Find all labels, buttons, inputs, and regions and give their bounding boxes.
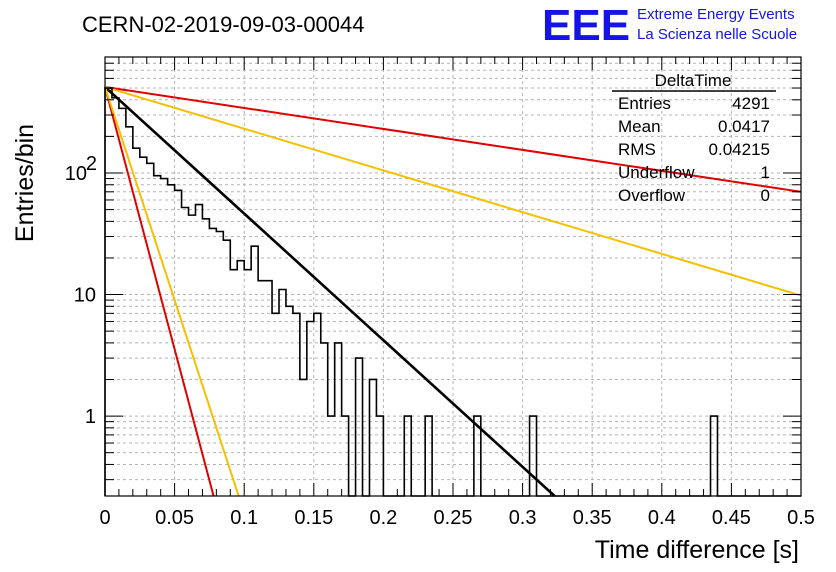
x-tick-label: 0.35 xyxy=(573,507,612,529)
y-axis-label: Entries/bin xyxy=(11,124,39,242)
logo-line-2: La Scienza nelle Scuole xyxy=(637,26,797,43)
eee-logo: EEE xyxy=(542,1,630,50)
x-tick-label: 0.4 xyxy=(648,507,676,529)
x-tick-label: 0.3 xyxy=(509,507,537,529)
fit-curve-4 xyxy=(104,86,240,497)
x-tick-label: 0.1 xyxy=(230,507,258,529)
x-axis-label: Time difference [s] xyxy=(595,536,799,564)
curves xyxy=(104,85,802,497)
run-title: CERN-02-2019-09-03-00044 xyxy=(82,12,365,37)
stats-mean-value: 0.0417 xyxy=(718,117,770,136)
stats-underflow-value: 1 xyxy=(761,163,770,182)
grid xyxy=(105,56,801,496)
stats-box: DeltaTime Entries 4291 Mean 0.0417 RMS 0… xyxy=(612,71,776,205)
x-tick-label: 0 xyxy=(99,507,110,529)
logo-line-1: Extreme Energy Events xyxy=(637,6,795,23)
fit-curve-0 xyxy=(104,86,556,497)
stats-entries-label: Entries xyxy=(618,94,671,113)
y-tick-exponent: 2 xyxy=(86,153,97,175)
stats-underflow-label: Underflow xyxy=(618,163,695,182)
stats-overflow-value: 0 xyxy=(761,186,770,205)
stats-mean-label: Mean xyxy=(618,117,661,136)
fit-curve-2 xyxy=(104,86,802,297)
stats-overflow-label: Overflow xyxy=(618,186,686,205)
x-tick-label: 0.5 xyxy=(787,507,815,529)
axis-ticks: 0 0.05 0.1 0.15 0.2 0.25 0.3 0.35 0.4 0.45 0.51101… xyxy=(65,56,815,529)
fit-curve-1 xyxy=(104,85,802,193)
x-tick-label: 0.15 xyxy=(294,507,333,529)
y-tick-label: 10 xyxy=(74,285,96,307)
x-tick-label: 0.25 xyxy=(434,507,473,529)
y-tick-label: 10 xyxy=(65,163,87,185)
y-tick-label: 1 xyxy=(85,406,96,428)
x-tick-label: 0.2 xyxy=(369,507,397,529)
x-tick-label: 0.05 xyxy=(155,507,194,529)
fit-curve-3 xyxy=(104,86,215,497)
stats-title: DeltaTime xyxy=(655,71,732,90)
stats-rms-value: 0.04215 xyxy=(709,140,770,159)
stats-entries-value: 4291 xyxy=(732,94,770,113)
stats-rms-label: RMS xyxy=(618,140,656,159)
x-tick-label: 0.45 xyxy=(712,507,751,529)
